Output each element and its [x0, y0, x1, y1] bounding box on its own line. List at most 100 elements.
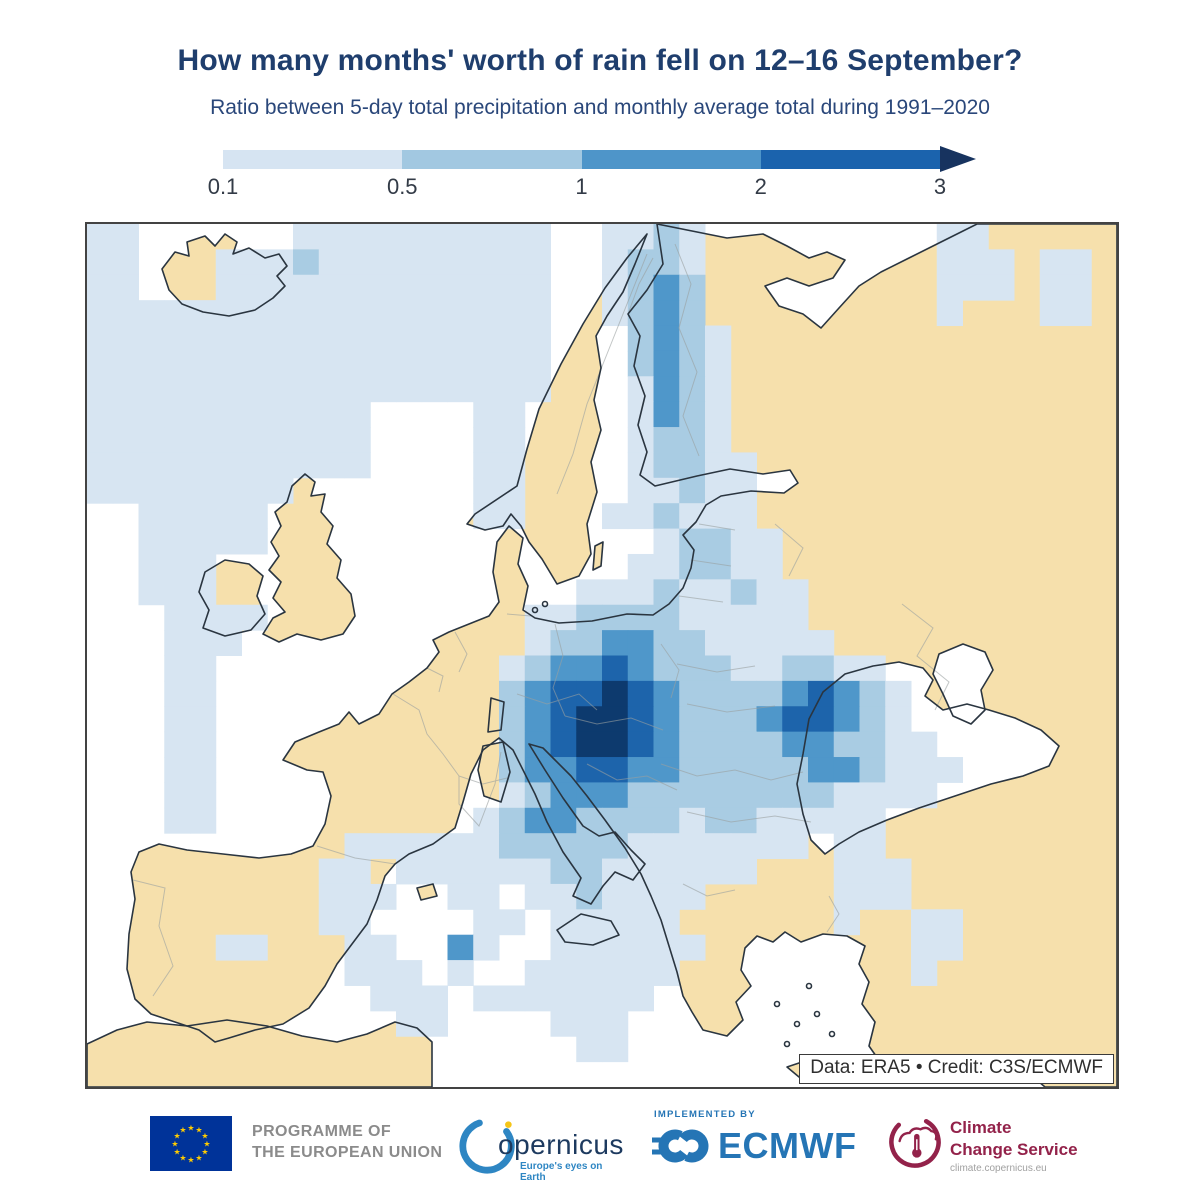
precip-cell: [370, 833, 397, 860]
precip-cell: [756, 655, 783, 682]
precip-cell: [705, 528, 732, 555]
precip-cell: [499, 655, 526, 682]
precip-cell: [679, 477, 706, 504]
precip-cell: [627, 376, 654, 403]
precip-cell: [833, 655, 860, 682]
precip-cell: [679, 934, 706, 961]
precip-cell: [859, 782, 886, 809]
precip-cell: [627, 706, 654, 733]
data-credit-label: Data: ERA5 • Credit: C3S/ECMWF: [799, 1054, 1114, 1084]
precip-cell: [267, 249, 294, 276]
precip-cell: [576, 883, 603, 910]
europe-precipitation-map: Data: ERA5 • Credit: C3S/ECMWF: [85, 222, 1119, 1089]
precip-cell: [499, 325, 526, 352]
precip-cell: [164, 350, 191, 377]
map-canvas: [87, 224, 1117, 1087]
precip-cell: [87, 350, 114, 377]
precip-cell: [576, 909, 603, 936]
precip-cell: [653, 300, 680, 327]
precip-cell: [653, 376, 680, 403]
precip-cell: [653, 553, 680, 580]
precip-cell: [550, 655, 577, 682]
precip-cell: [782, 579, 809, 606]
precip-cell: [627, 960, 654, 986]
precip-cell: [550, 604, 577, 631]
precip-cell: [550, 630, 577, 656]
precip-cell: [447, 376, 474, 403]
eu-star-icon: ★: [187, 1156, 194, 1165]
precip-cell: [602, 960, 629, 986]
precip-cell: [679, 782, 706, 809]
precip-cell: [627, 985, 654, 1012]
precip-cell: [318, 909, 345, 936]
precip-cell: [782, 630, 809, 656]
precip-cell: [344, 427, 371, 453]
precip-cell: [653, 833, 680, 860]
precip-cell: [936, 757, 963, 783]
precip-cell: [576, 731, 603, 758]
precip-cell: [524, 249, 551, 276]
precip-cell: [885, 782, 912, 809]
precip-cell: [164, 630, 191, 656]
precip-cell: [112, 300, 139, 327]
precip-cell: [1065, 300, 1092, 327]
precip-cell: [576, 604, 603, 631]
precip-cell: [627, 934, 654, 961]
precip-cell: [396, 224, 423, 250]
precip-cell: [473, 224, 500, 250]
precip-cell: [705, 477, 732, 504]
precip-cell: [164, 757, 191, 783]
precip-cell: [396, 985, 423, 1012]
precip-cell: [267, 325, 294, 352]
precip-cell: [396, 300, 423, 327]
precip-cell: [808, 680, 835, 707]
precip-cell: [859, 680, 886, 707]
precip-cell: [859, 757, 886, 783]
precip-cell: [602, 934, 629, 961]
precip-cell: [473, 325, 500, 352]
colorbar-tick: 3: [933, 174, 947, 199]
precip-cell: [1039, 300, 1066, 327]
precip-cell: [138, 427, 165, 453]
precip-cell: [190, 528, 217, 555]
precip-cell: [627, 350, 654, 377]
precip-cell: [679, 274, 706, 301]
precip-cell: [576, 706, 603, 733]
precip-cell: [112, 477, 139, 504]
precip-cell: [112, 401, 139, 428]
precip-cell: [241, 503, 268, 530]
precip-cell: [344, 224, 371, 250]
precip-cell: [499, 680, 526, 707]
precip-cell: [164, 300, 191, 327]
precip-cell: [653, 477, 680, 504]
precip-cell: [730, 452, 757, 479]
precip-cell: [241, 376, 268, 403]
precip-cell: [808, 782, 835, 809]
precip-cell: [499, 985, 526, 1012]
precip-cell: [833, 757, 860, 783]
precip-cell: [602, 909, 629, 936]
precip-cell: [550, 706, 577, 733]
precip-cell: [705, 604, 732, 631]
precip-cell: [87, 452, 114, 479]
eu-star-icon: ★: [195, 1126, 202, 1135]
precip-cell: [318, 376, 345, 403]
precip-cell: [190, 401, 217, 428]
precip-cell: [87, 427, 114, 453]
precip-cell: [164, 655, 191, 682]
precip-cell: [936, 300, 963, 327]
precip-cell: [756, 579, 783, 606]
precip-cell: [241, 274, 268, 301]
precip-cell: [215, 452, 242, 479]
precip-cell: [524, 376, 551, 403]
precip-cell: [756, 731, 783, 758]
precip-cell: [962, 249, 989, 276]
precip-cell: [112, 350, 139, 377]
precip-cell: [653, 782, 680, 809]
precip-cell: [190, 706, 217, 733]
precip-cell: [679, 680, 706, 707]
precip-cell: [164, 553, 191, 580]
precip-cell: [782, 680, 809, 707]
precip-cell: [833, 782, 860, 809]
precip-cell: [112, 376, 139, 403]
